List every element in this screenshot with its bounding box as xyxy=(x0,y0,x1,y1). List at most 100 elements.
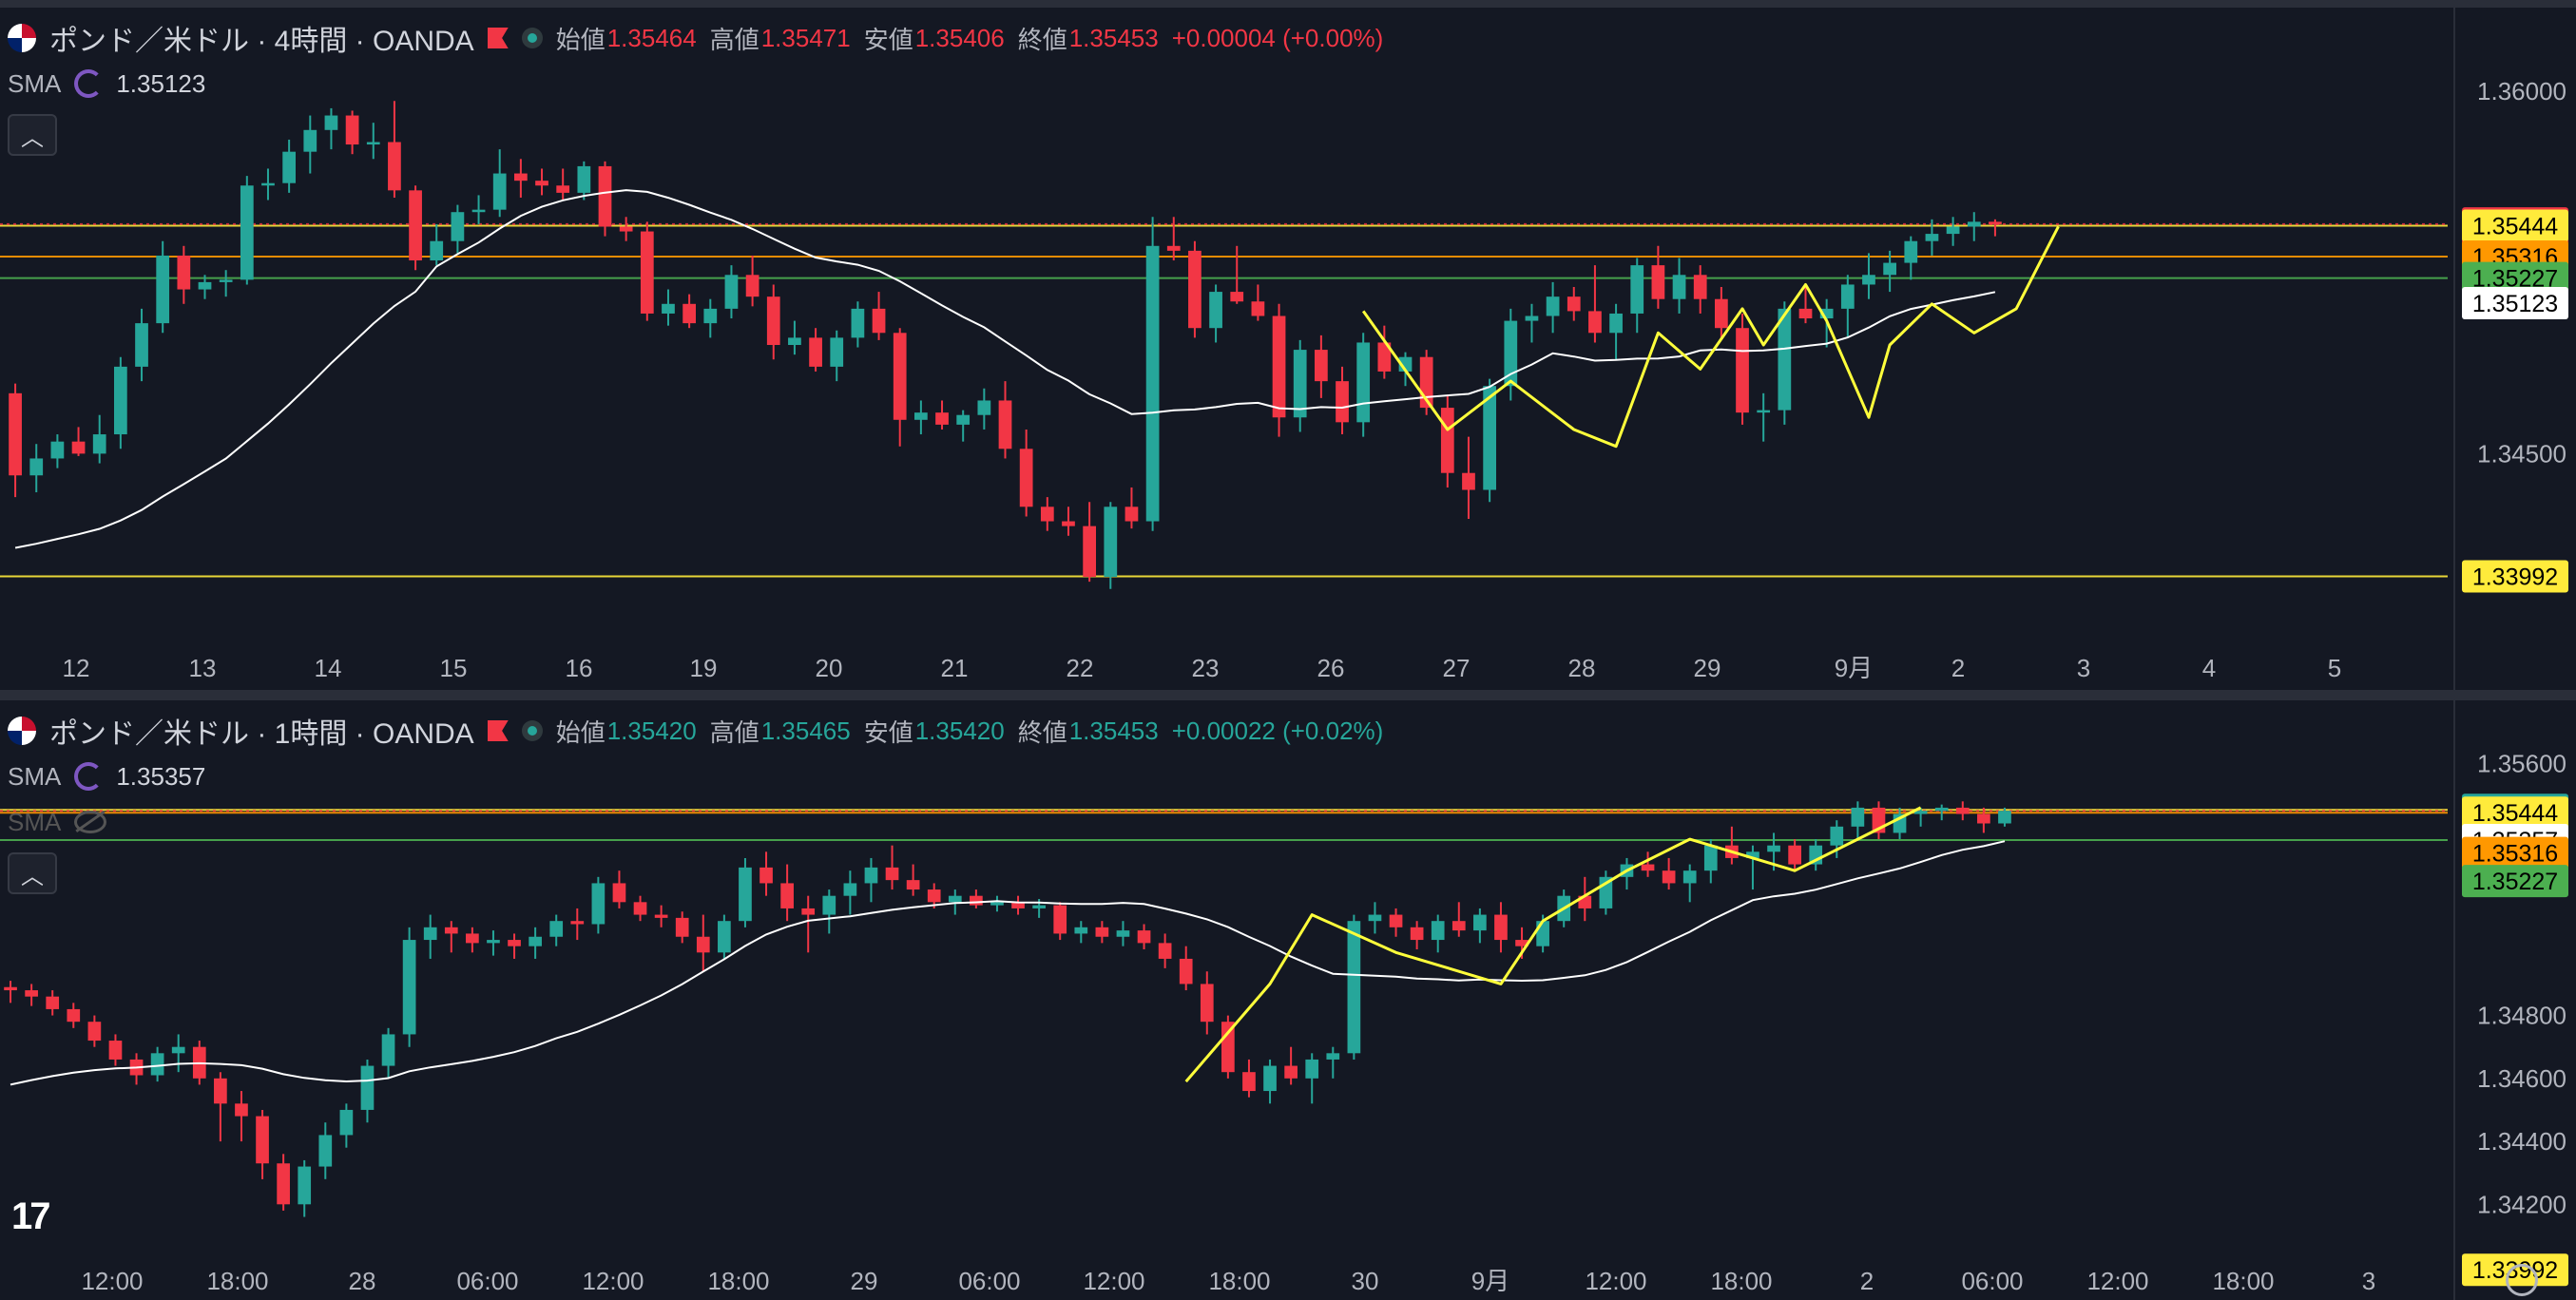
candle-body[interactable] xyxy=(345,115,359,145)
market-status-icon[interactable] xyxy=(521,28,543,48)
candle-body[interactable] xyxy=(1682,870,1697,884)
candle-body[interactable] xyxy=(1703,845,1718,871)
candle-body[interactable] xyxy=(50,441,65,459)
candle-body[interactable] xyxy=(156,255,170,324)
candle-body[interactable] xyxy=(87,1022,102,1042)
candle-body[interactable] xyxy=(487,940,500,944)
candle-body[interactable] xyxy=(1998,811,2011,824)
candle-body[interactable] xyxy=(801,908,816,915)
candle-body[interactable] xyxy=(177,255,191,290)
zigzag-drawing[interactable] xyxy=(1184,806,1922,1083)
candle-body[interactable] xyxy=(1032,905,1046,908)
candle-body[interactable] xyxy=(1326,1053,1340,1060)
candle-body[interactable] xyxy=(998,400,1012,449)
candle-body[interactable] xyxy=(1934,807,1949,812)
candle-body[interactable] xyxy=(4,986,17,991)
candle-body[interactable] xyxy=(1967,221,1981,227)
zigzag-drawing[interactable] xyxy=(1361,225,2060,449)
candle-body[interactable] xyxy=(1125,507,1139,522)
candle-body[interactable] xyxy=(1989,221,2002,224)
candle-body[interactable] xyxy=(492,173,507,210)
symbol-title[interactable]: ポンド／米ドル · 1時間 · OANDA xyxy=(49,718,474,750)
candle-body[interactable] xyxy=(219,279,233,282)
candle-body[interactable] xyxy=(703,308,718,324)
candle-body[interactable] xyxy=(1451,921,1466,931)
candle-body[interactable] xyxy=(1672,275,1686,299)
candle-body[interactable] xyxy=(1368,914,1382,922)
candle-body[interactable] xyxy=(1293,350,1307,418)
candle-body[interactable] xyxy=(1209,292,1222,329)
candle-body[interactable] xyxy=(1019,449,1033,507)
candle-body[interactable] xyxy=(570,921,585,925)
candle-body[interactable] xyxy=(970,895,983,906)
candle-body[interactable] xyxy=(1104,507,1118,577)
collapse-legend-button[interactable]: ︿ xyxy=(8,852,57,894)
candle-body[interactable] xyxy=(444,927,458,934)
candle-body[interactable] xyxy=(1788,845,1801,865)
candle-body[interactable] xyxy=(1840,284,1855,309)
candle-body[interactable] xyxy=(451,212,465,241)
candle-body[interactable] xyxy=(240,185,254,280)
candle-body[interactable] xyxy=(1188,250,1201,329)
symbol-title[interactable]: ポンド／米ドル · 4時間 · OANDA xyxy=(49,26,474,57)
candle-body[interactable] xyxy=(1053,905,1067,934)
candle-body[interactable] xyxy=(46,996,60,1009)
sma-indicator-4h[interactable]: SMA 1.35123 xyxy=(8,67,205,101)
candle-body[interactable] xyxy=(1536,921,1549,946)
candle-body[interactable] xyxy=(423,927,437,941)
candle-body[interactable] xyxy=(577,165,591,193)
candle-body[interactable] xyxy=(1757,410,1771,413)
candle-body[interactable] xyxy=(1230,292,1244,302)
candle-body[interactable] xyxy=(1158,943,1172,959)
candle-body[interactable] xyxy=(1946,226,1960,235)
candle-body[interactable] xyxy=(640,231,654,314)
candle-body[interactable] xyxy=(598,165,612,227)
candle-body[interactable] xyxy=(1062,521,1075,526)
candle-body[interactable] xyxy=(1609,313,1623,334)
candle-body[interactable] xyxy=(830,337,844,367)
candle-body[interactable] xyxy=(1272,315,1286,418)
candle-body[interactable] xyxy=(92,434,106,454)
candle-body[interactable] xyxy=(1746,851,1759,858)
candle-body[interactable] xyxy=(675,917,689,937)
candle-body[interactable] xyxy=(1862,275,1875,285)
candle-body[interactable] xyxy=(277,1163,290,1205)
candle-body[interactable] xyxy=(591,883,606,925)
candle-body[interactable] xyxy=(108,1041,123,1060)
candle-body[interactable] xyxy=(990,902,1004,906)
candle-body[interactable] xyxy=(619,226,633,232)
candle-body[interactable] xyxy=(1925,234,1939,241)
candle-body[interactable] xyxy=(1095,927,1109,937)
candle-body[interactable] xyxy=(759,867,773,884)
candle-body[interactable] xyxy=(318,1135,333,1167)
candle-body[interactable] xyxy=(724,275,739,309)
candle-body[interactable] xyxy=(1166,245,1181,251)
candle-body[interactable] xyxy=(430,240,444,261)
candle-body[interactable] xyxy=(1955,807,1970,814)
candle-body[interactable] xyxy=(851,308,865,338)
candle-body[interactable] xyxy=(893,333,907,420)
candle-body[interactable] xyxy=(381,1034,395,1066)
candle-body[interactable] xyxy=(1525,315,1539,321)
candle-body[interactable] xyxy=(885,867,899,881)
market-status-icon[interactable] xyxy=(521,720,543,741)
candle-body[interactable] xyxy=(1567,296,1581,312)
candle-body[interactable] xyxy=(1883,262,1897,276)
candle-body[interactable] xyxy=(1347,921,1361,1054)
candle-body[interactable] xyxy=(906,880,920,890)
candle-body[interactable] xyxy=(339,1109,354,1136)
candle-body[interactable] xyxy=(1913,811,1928,814)
candle-body[interactable] xyxy=(1736,328,1749,413)
candle-body[interactable] xyxy=(1714,298,1728,329)
candle-body[interactable] xyxy=(360,1065,375,1110)
candle-body[interactable] xyxy=(1904,240,1918,263)
candle-body[interactable] xyxy=(1440,408,1454,473)
candle-body[interactable] xyxy=(1083,526,1097,577)
candle-body[interactable] xyxy=(261,182,275,186)
candle-body[interactable] xyxy=(780,883,794,908)
candle-body[interactable] xyxy=(29,458,44,476)
candle-body[interactable] xyxy=(913,412,928,420)
candle-body[interactable] xyxy=(556,185,570,193)
candle-body[interactable] xyxy=(1546,296,1560,316)
candle-body[interactable] xyxy=(864,867,878,884)
